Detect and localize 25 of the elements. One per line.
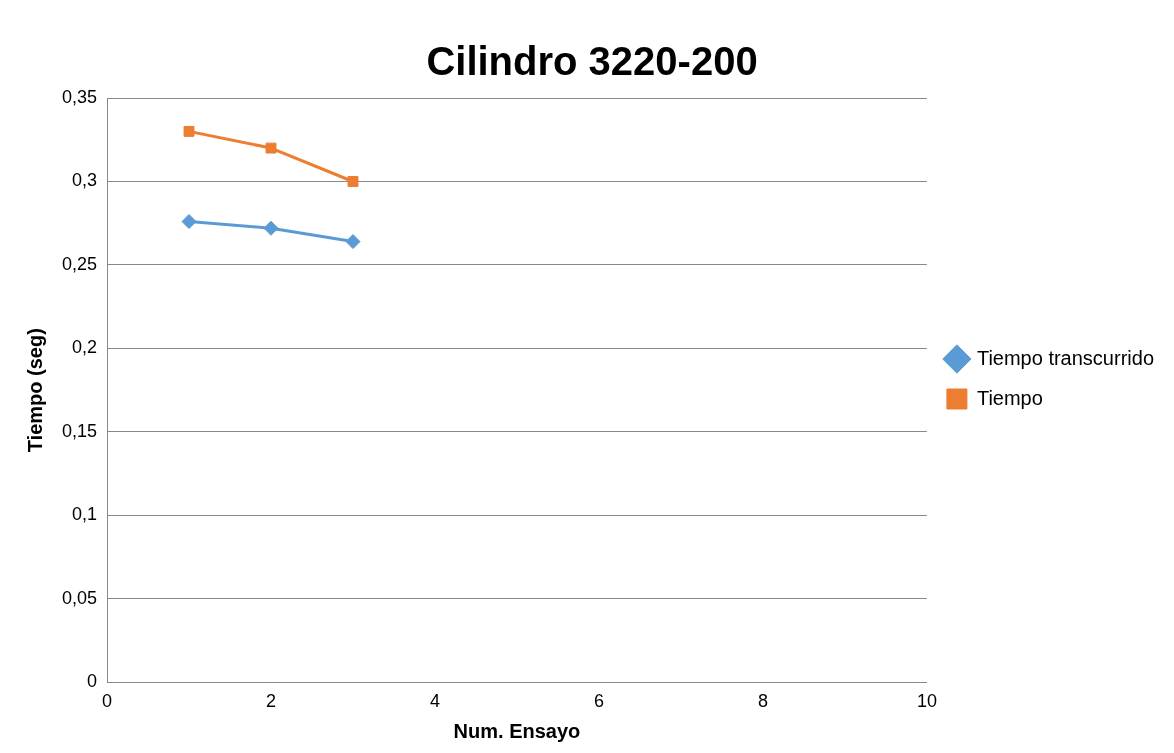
point (181, 214, 197, 230)
point (347, 176, 359, 187)
y-tick-label: 0,25 (61, 253, 98, 274)
y-tick-label: 0,2 (72, 337, 98, 358)
y-tick-label: 0,1 (72, 504, 98, 525)
y-tick-label: 0 (87, 671, 98, 692)
y-tick-label: 0,35 (61, 86, 98, 107)
point (265, 142, 277, 154)
y-tick-label: 0,3 (72, 170, 98, 191)
x-tick-label: 6 (593, 691, 604, 712)
x-tick-label: 0 (102, 691, 113, 712)
legend-label: Tiempo (976, 386, 1043, 409)
point (345, 234, 361, 250)
x-tick-label: 10 (916, 691, 937, 712)
point (263, 220, 279, 236)
x-axis-title: Num. Ensayo (453, 719, 581, 742)
legend-label: Tiempo transcurrido (976, 346, 1155, 369)
y-axis-title: Tiempo (seg) (23, 328, 46, 453)
x-tick-label: 2 (266, 691, 277, 712)
y-tick-label: 0,05 (61, 587, 98, 608)
y-tick-label: 0,15 (61, 420, 98, 441)
chart-title: Cilindro 3220-200 (426, 39, 758, 84)
x-tick-label: 8 (757, 691, 768, 712)
point (183, 125, 195, 137)
x-tick-label: 4 (429, 691, 440, 712)
